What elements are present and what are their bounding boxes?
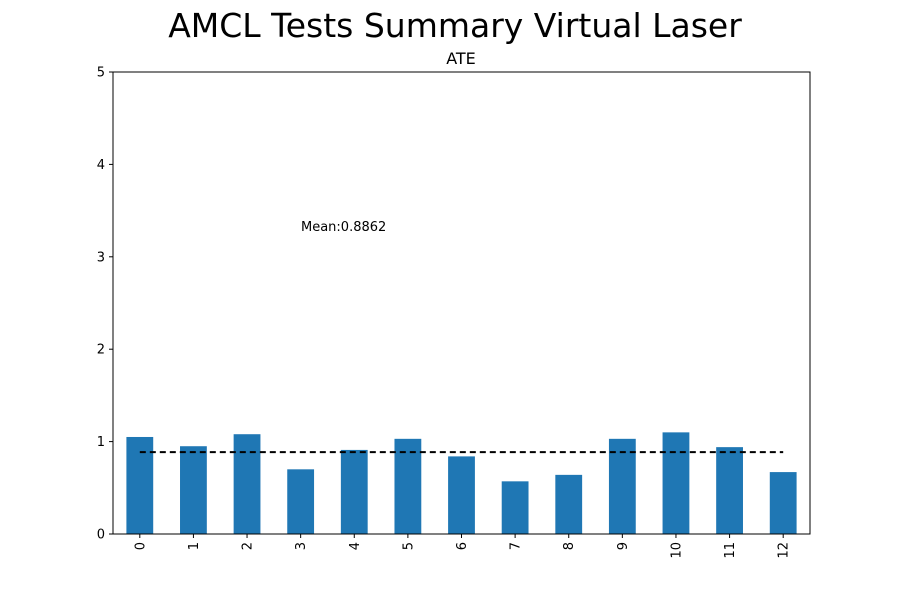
bar-0 <box>126 436 154 534</box>
y-axis: 0 1 2 3 4 5 <box>97 66 113 543</box>
bar-11 <box>716 447 743 534</box>
x-tick-label: 10 <box>669 542 684 559</box>
bar-2 <box>233 434 261 534</box>
bars-group <box>126 432 797 534</box>
bar-9 <box>608 438 636 534</box>
bar-7 <box>501 481 529 534</box>
bar-4 <box>340 449 368 534</box>
x-tick-label: 9 <box>616 542 631 550</box>
axes-title: ATE <box>446 49 476 68</box>
bar-10 <box>662 432 690 534</box>
plot-frame <box>112 71 811 535</box>
x-axis: 0 1 2 3 4 5 6 7 8 9 10 11 12 <box>133 534 792 559</box>
bar-12 <box>769 472 797 534</box>
y-tick-label: 3 <box>97 250 105 265</box>
bar-3 <box>287 469 315 534</box>
x-tick-label: 8 <box>562 542 577 550</box>
y-tick-label: 5 <box>97 66 105 81</box>
bar-5 <box>394 438 422 534</box>
y-tick-label: 0 <box>97 528 105 543</box>
x-tick-label: 11 <box>723 542 738 559</box>
x-tick-label: 2 <box>241 542 256 550</box>
x-tick-label: 3 <box>294 542 309 550</box>
x-tick-label: 0 <box>133 542 148 550</box>
mean-annotation: Mean:0.8862 <box>301 220 386 235</box>
y-tick-label: 2 <box>97 343 105 358</box>
x-tick-label: 7 <box>509 542 524 550</box>
bar-1 <box>180 446 207 534</box>
y-tick-label: 4 <box>97 158 105 173</box>
bar-6 <box>448 456 475 534</box>
x-tick-label: 6 <box>455 542 470 550</box>
x-tick-label: 1 <box>187 542 202 550</box>
bar-8 <box>555 474 583 534</box>
y-tick-label: 1 <box>97 435 105 450</box>
x-tick-label: 4 <box>348 542 363 550</box>
figure-title: AMCL Tests Summary Virtual Laser <box>168 6 742 45</box>
x-tick-label: 5 <box>401 542 416 550</box>
x-tick-label: 12 <box>777 542 792 559</box>
